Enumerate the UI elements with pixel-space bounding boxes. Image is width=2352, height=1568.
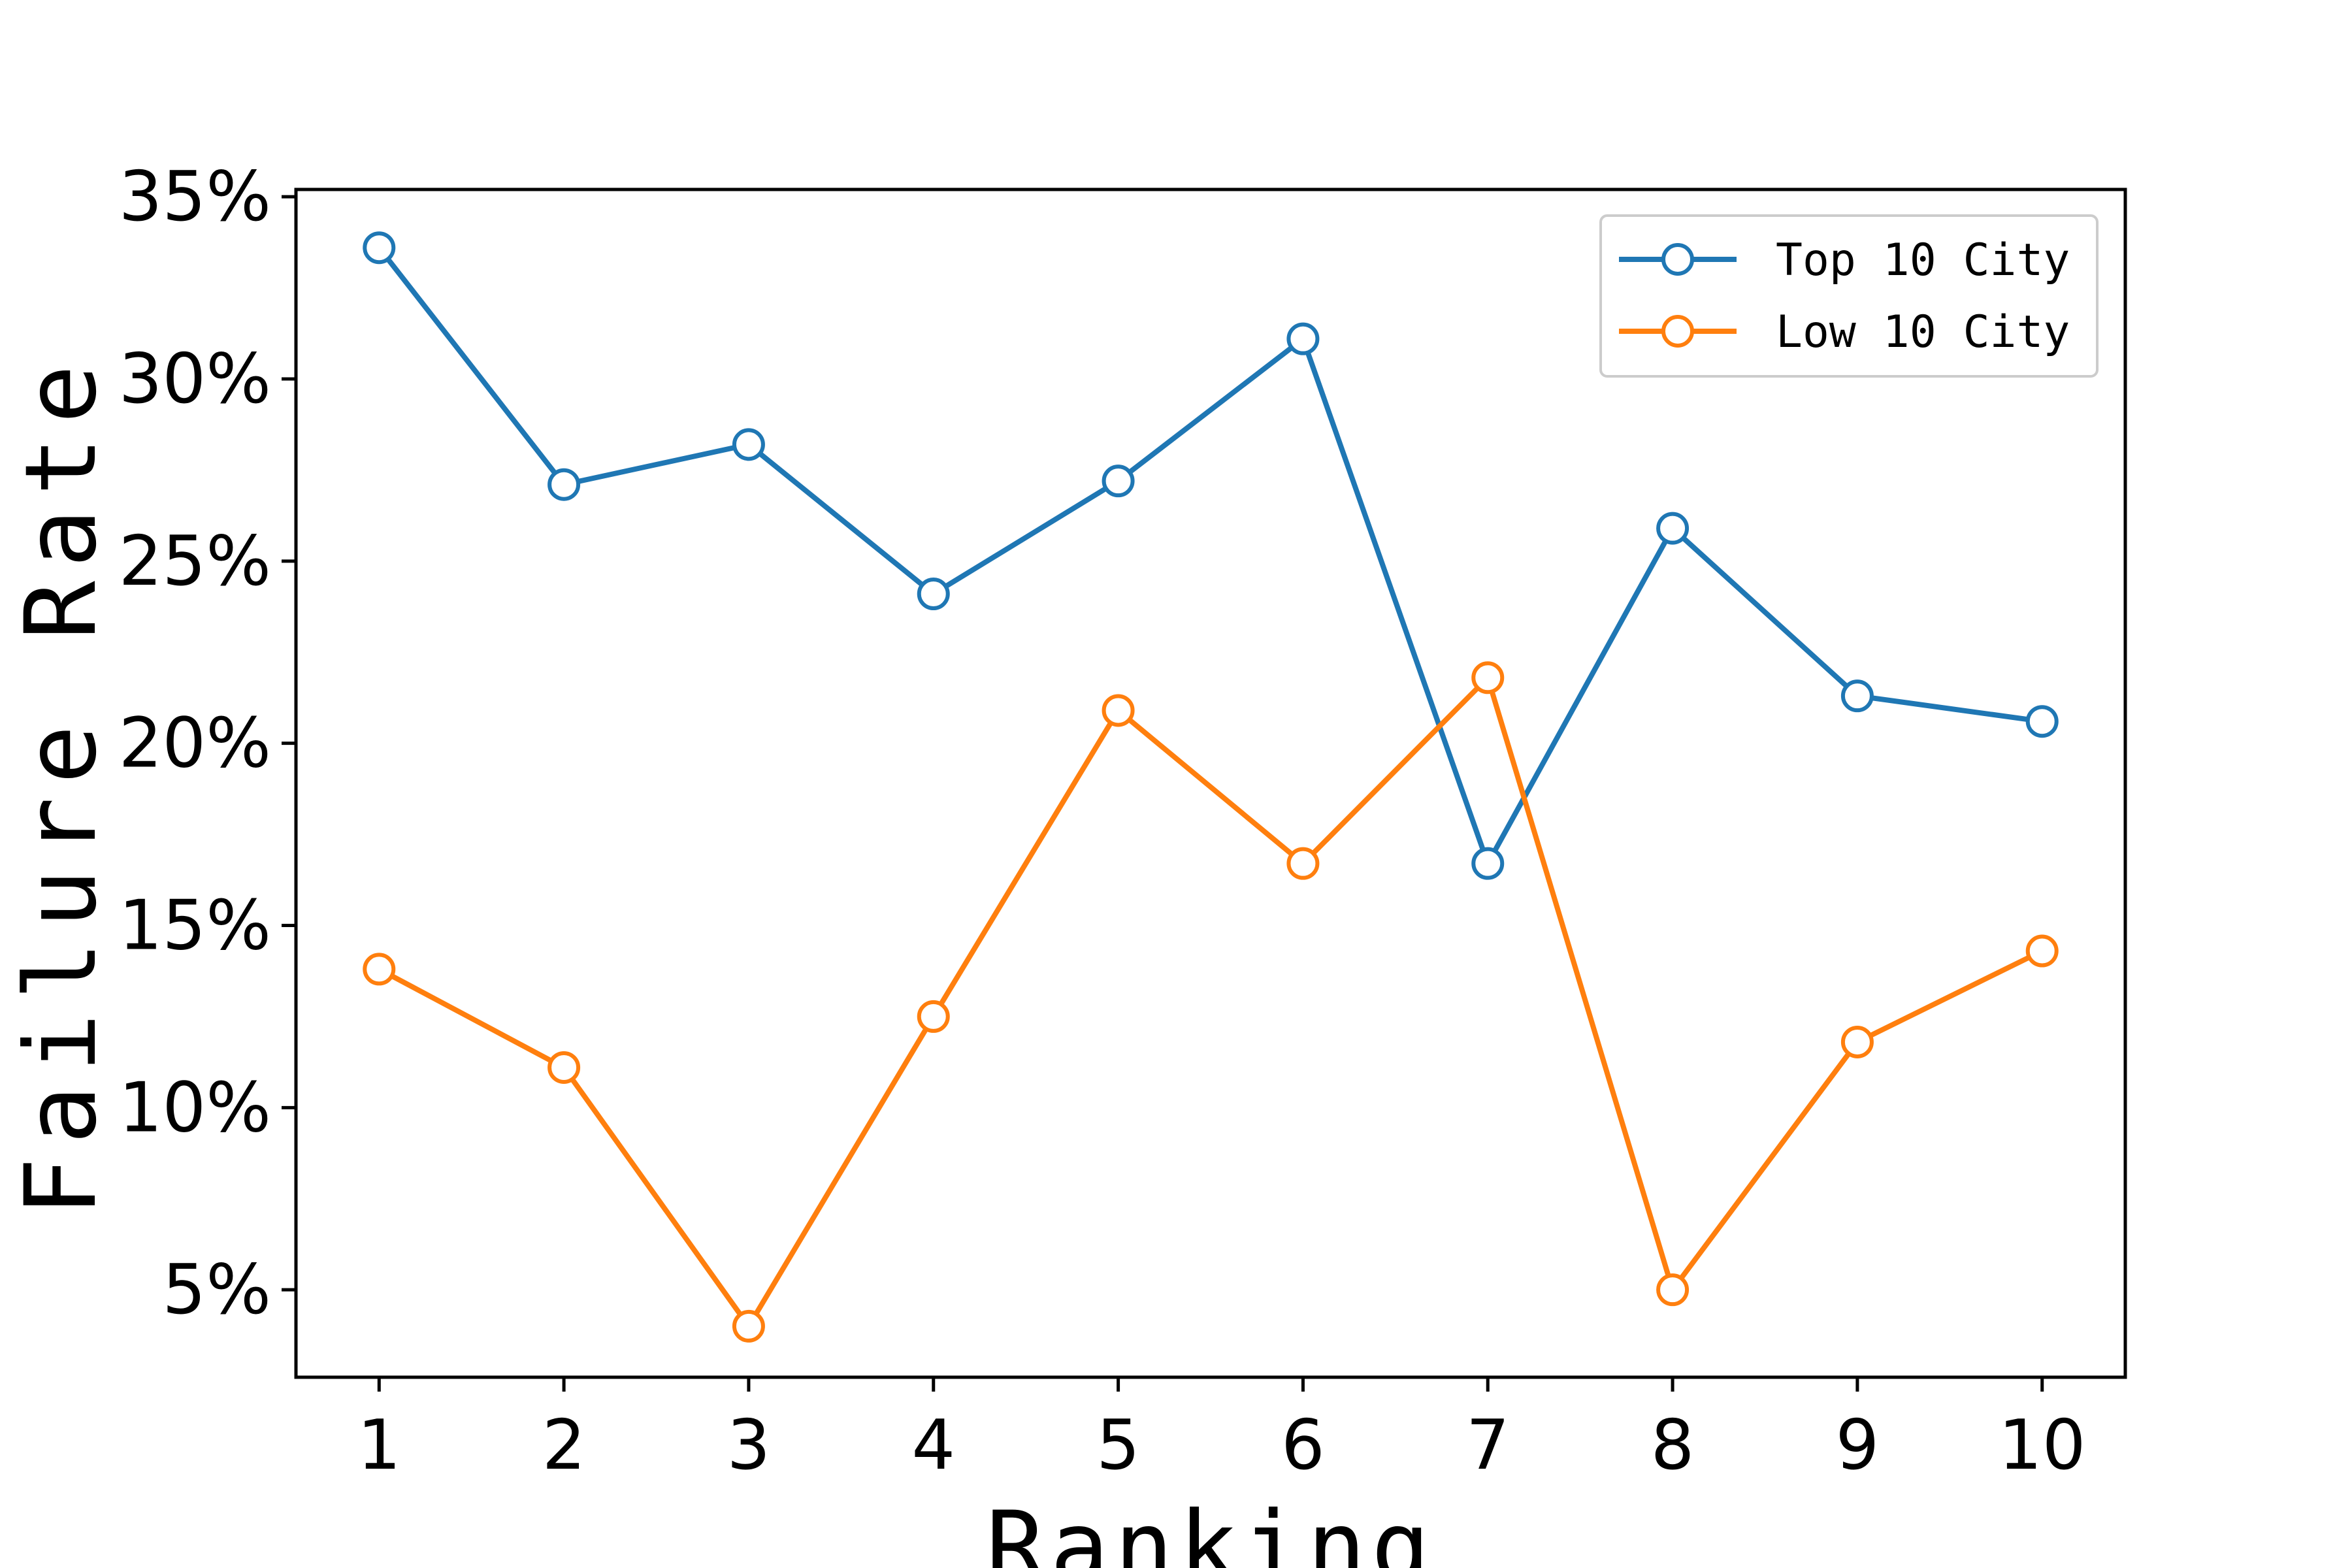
series-low-10-city [363,661,2059,1343]
series-top-10-city [363,231,2059,880]
legend-label-low-10-city: Low 10 City [1776,306,2070,358]
series-line-top-10-city [377,246,2043,866]
x-tick-label: 7 [1466,1405,1510,1485]
legend: Top 10 City Low 10 City [1599,214,2099,378]
x-tick-label: 6 [1281,1405,1325,1485]
legend-item-top-10-city: Top 10 City [1619,235,2070,286]
x-tick-label: 4 [911,1405,955,1485]
y-tick-label: 10% [119,1068,271,1147]
x-axis: 1 2 3 4 5 6 7 8 9 10 [357,1377,2086,1485]
data-point-top-10-city [2025,705,2059,738]
data-point-top-10-city [1840,679,1874,713]
x-tick-label: 1 [357,1405,401,1485]
data-point-low-10-city [2025,934,2059,968]
legend-box [1599,214,2099,378]
data-point-top-10-city [1102,465,1135,498]
data-point-low-10-city [917,1000,950,1033]
data-point-top-10-city [732,428,765,461]
data-point-top-10-city [917,578,950,611]
legend-marker-top-10-city [1661,243,1694,276]
x-tick-label: 10 [1999,1405,2086,1485]
legend-items: Top 10 City Low 10 City [1619,235,2070,358]
x-tick-label: 8 [1651,1405,1695,1485]
data-point-low-10-city [1656,1273,1690,1307]
x-tick-label: 9 [1835,1405,1879,1485]
series-line-low-10-city [378,675,2044,1329]
y-tick-label: 20% [119,704,271,783]
y-axis: 5% 10% 15% 20% 25% 30% 35% [119,157,296,1330]
y-tick-label: 35% [119,157,271,237]
y-tick-label: 5% [162,1250,271,1330]
legend-item-low-10-city: Low 10 City [1619,306,2070,358]
data-point-low-10-city [1286,847,1320,880]
series-layer [363,231,2059,1343]
y-tick-label: 15% [119,885,271,965]
data-point-low-10-city [732,1309,765,1343]
data-point-top-10-city [547,468,581,501]
y-axis-title: Failure Rate [5,351,118,1217]
data-point-top-10-city [1471,847,1505,880]
x-axis-title: Ranking [986,1491,1435,1568]
data-point-low-10-city [1471,661,1505,694]
x-tick-label: 2 [542,1405,586,1485]
data-point-top-10-city [363,231,396,265]
data-point-low-10-city [547,1051,581,1084]
x-tick-label: 5 [1096,1405,1140,1485]
x-tick-label: 3 [727,1405,771,1485]
data-point-top-10-city [1286,322,1320,355]
data-point-low-10-city [1102,694,1135,727]
data-point-low-10-city [1840,1025,1874,1058]
legend-label-top-10-city: Top 10 City [1776,235,2070,286]
data-point-low-10-city [363,953,396,986]
data-point-top-10-city [1656,512,1690,545]
y-tick-label: 25% [119,521,271,601]
y-tick-label: 30% [119,339,271,419]
legend-marker-low-10-city [1661,315,1694,348]
plot-frame [294,188,2127,1379]
